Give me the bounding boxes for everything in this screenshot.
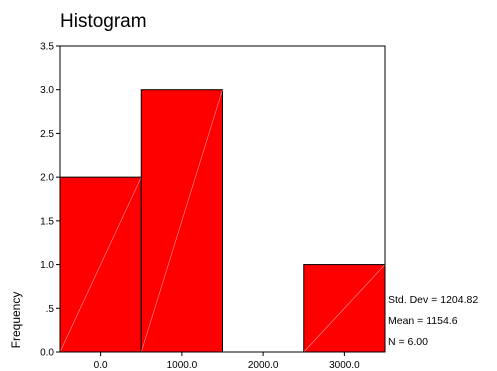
histogram-bar-diagonal xyxy=(303,264,386,353)
y-tick-label: 1.5 xyxy=(40,216,54,227)
stats-n: N = 6.00 xyxy=(388,336,428,348)
x-axis: 0.0 1000.0 2000.0 3000.0 xyxy=(94,352,360,371)
histogram-bar-0 xyxy=(59,176,142,353)
x-tick-label: 3000.0 xyxy=(329,360,360,371)
histogram-bar-diagonal xyxy=(140,89,223,353)
chart-title: Histogram xyxy=(60,11,147,32)
y-axis-label: Frequency xyxy=(9,292,23,349)
y-tick-label: .5 xyxy=(46,304,55,315)
x-tick-label: 2000.0 xyxy=(248,360,279,371)
histogram-bar-diagonal xyxy=(59,177,142,353)
y-tick-label: 3.5 xyxy=(40,42,54,53)
y-tick-label: 2.0 xyxy=(40,173,54,184)
stats-mean: Mean = 1154.6 xyxy=(388,315,458,327)
stats-std-dev: Std. Dev = 1204.82 xyxy=(388,294,478,306)
plot-frame xyxy=(59,45,386,353)
stats-box: Std. Dev = 1204.82 Mean = 1154.6 N = 6.0… xyxy=(388,294,478,348)
y-axis: 0.0 .5 1.0 1.5 2.0 2.5 3.0 3.5 xyxy=(40,42,60,359)
y-tick-label: 3.0 xyxy=(40,85,54,96)
y-tick-label: 0.0 xyxy=(40,348,54,359)
x-tick-label: 1000.0 xyxy=(167,360,198,371)
x-tick-label: 0.0 xyxy=(94,360,108,371)
y-tick-label: 1.0 xyxy=(40,260,54,271)
y-tick-label: 2.5 xyxy=(40,129,54,140)
histogram-bar-1 xyxy=(140,89,223,353)
histogram-bar-3 xyxy=(303,264,386,353)
